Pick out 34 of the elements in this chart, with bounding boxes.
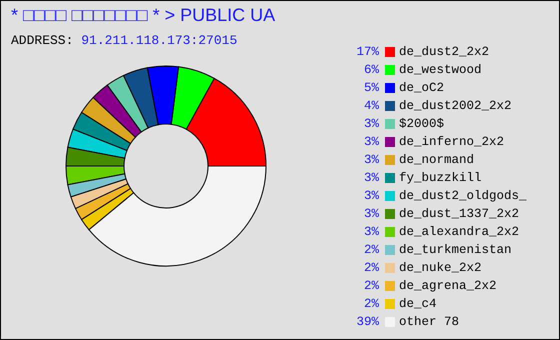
legend-label: de_dust2002_2x2	[399, 99, 512, 113]
data-label: 6%	[364, 62, 379, 79]
data-label: 3%	[364, 152, 379, 169]
data-label: 2%	[364, 260, 379, 277]
data-label: 2%	[364, 296, 379, 313]
legend-label: $2000$	[399, 117, 444, 131]
legend-label: de_dust2_oldgods_	[399, 189, 527, 203]
legend-label: de_c4	[399, 297, 437, 311]
data-label: 3%	[364, 116, 379, 133]
legend-label: fy_buzzkill	[399, 171, 482, 185]
legend-label: de_turkmenistan	[399, 243, 512, 257]
legend-label: other 78	[399, 315, 460, 329]
data-label: 3%	[364, 134, 379, 151]
legend-label: de_normand	[399, 153, 474, 167]
data-label: 3%	[364, 206, 379, 223]
legend-label: de_oC2	[399, 81, 444, 95]
data-label: 3%	[364, 224, 379, 241]
data-label: 4%	[364, 98, 379, 115]
data-label: 5%	[364, 80, 379, 97]
data-label: 2%	[364, 242, 379, 259]
data-label: 2%	[364, 278, 379, 295]
legend-label: de_westwood	[399, 63, 482, 77]
data-label: 39%	[356, 314, 379, 331]
legend-label: de_dust2_2x2	[399, 45, 490, 59]
legend-label: de_alexandra_2x2	[399, 225, 520, 239]
legend-label: de_dust_1337_2x2	[399, 207, 520, 221]
legend-label: de_nuke_2x2	[399, 261, 482, 275]
chart-subtitle: ADDRESS: 91.211.118.173:27015	[11, 33, 238, 48]
data-label: 17%	[356, 44, 379, 61]
data-label: 3%	[364, 188, 379, 205]
legend-label: de_agrena_2x2	[399, 279, 497, 293]
data-label: 3%	[364, 170, 379, 187]
chart-title: * □□□□ □□□□□□□ * > PUBLIC UA	[11, 5, 276, 26]
legend-label: de_inferno_2x2	[399, 135, 504, 149]
